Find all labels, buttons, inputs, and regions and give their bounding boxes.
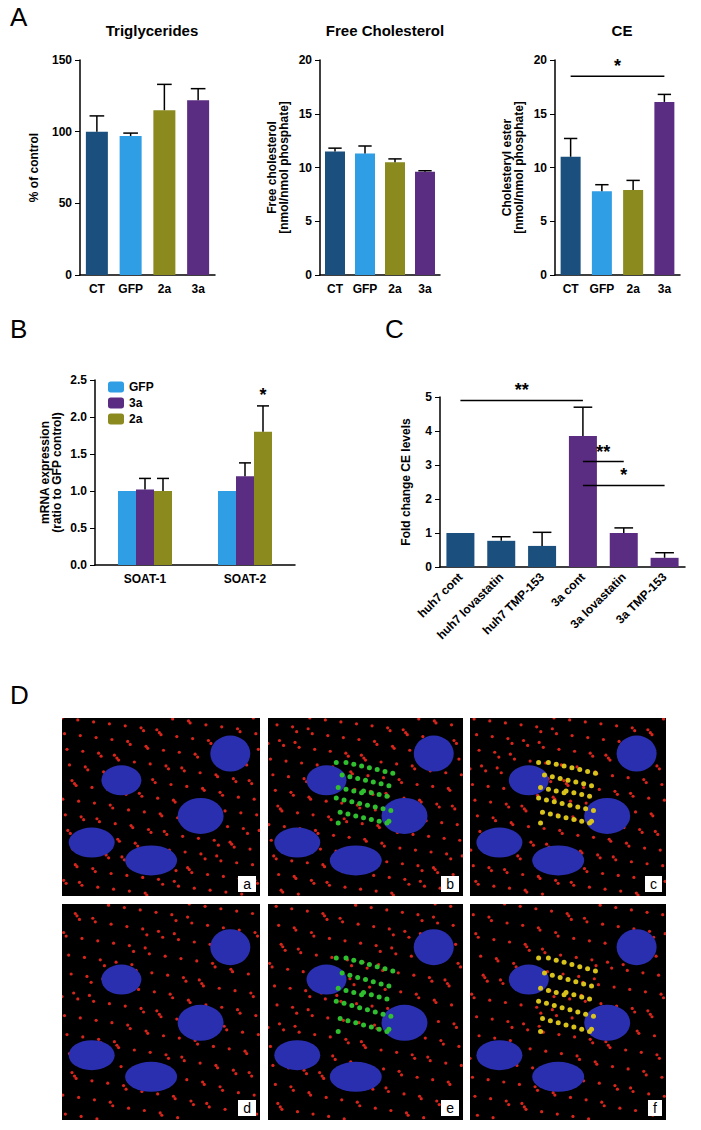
svg-text:3a: 3a [191, 282, 205, 296]
html-text:d: d [243, 1100, 251, 1116]
html-text:f: f [653, 1100, 657, 1116]
svg-text:A: A [10, 2, 28, 32]
svg-text:CT: CT [89, 282, 106, 296]
svg-text:*: * [259, 385, 266, 405]
svg-text:10: 10 [534, 161, 548, 175]
svg-text:B: B [10, 314, 27, 344]
svg-text:150: 150 [52, 53, 72, 67]
svg-text:*: * [614, 56, 621, 76]
svg-text:Free Cholesterol: Free Cholesterol [326, 22, 444, 39]
svg-text:3a: 3a [418, 282, 432, 296]
svg-text:0: 0 [425, 560, 432, 574]
svg-text:CE: CE [612, 22, 633, 39]
html-text:e: e [446, 1100, 454, 1116]
svg-text:100: 100 [52, 125, 72, 139]
svg-text:Cholesteryl ester: Cholesteryl ester [500, 118, 514, 217]
svg-text:3a: 3a [129, 396, 143, 410]
svg-text:GFP: GFP [129, 380, 154, 394]
svg-text:Free cholesterol: Free cholesterol [265, 121, 279, 214]
svg-text:Fold change CE levels: Fold change CE levels [399, 418, 413, 546]
svg-text:Triglycerides: Triglycerides [106, 22, 199, 39]
svg-text:3: 3 [425, 458, 432, 472]
svg-text:10: 10 [299, 161, 313, 175]
svg-text:1.5: 1.5 [70, 447, 87, 461]
svg-text:5: 5 [305, 214, 312, 228]
svg-text:SOAT-2: SOAT-2 [224, 572, 267, 586]
svg-text:(ratio to GFP control): (ratio to GFP control) [50, 412, 64, 532]
svg-text:C: C [385, 314, 404, 344]
svg-text:5: 5 [425, 390, 432, 404]
svg-text:0: 0 [305, 268, 312, 282]
svg-text:50: 50 [59, 196, 73, 210]
svg-text:5: 5 [540, 214, 547, 228]
svg-text:D: D [10, 680, 29, 710]
svg-text:[nmol/nmol phosphate]: [nmol/nmol phosphate] [277, 101, 291, 234]
svg-text:**: ** [515, 380, 529, 400]
svg-text:CT: CT [327, 282, 344, 296]
svg-text:3a cont: 3a cont [548, 570, 588, 610]
svg-text:*: * [620, 465, 627, 485]
svg-text:mRNA expression: mRNA expression [38, 421, 52, 524]
svg-text:0.5: 0.5 [70, 521, 87, 535]
svg-text:2.5: 2.5 [70, 373, 87, 387]
svg-text:2a: 2a [129, 412, 143, 426]
svg-text:0.0: 0.0 [70, 558, 87, 572]
svg-text:20: 20 [534, 53, 548, 67]
svg-text:2a: 2a [388, 282, 402, 296]
svg-text:SOAT-1: SOAT-1 [124, 572, 167, 586]
svg-text:15: 15 [534, 107, 548, 121]
svg-text:0: 0 [65, 268, 72, 282]
svg-text:**: ** [596, 442, 610, 462]
html-text:b: b [446, 876, 454, 892]
svg-text:3a TMP-153: 3a TMP-153 [613, 570, 670, 627]
svg-text:2.0: 2.0 [70, 410, 87, 424]
svg-text:1.0: 1.0 [70, 484, 87, 498]
svg-text:0: 0 [540, 268, 547, 282]
svg-text:huh7 lovastatin: huh7 lovastatin [434, 570, 507, 643]
svg-text:GFP: GFP [590, 282, 615, 296]
html-text:a: a [243, 876, 251, 892]
svg-text:2a: 2a [626, 282, 640, 296]
svg-text:GFP: GFP [118, 282, 143, 296]
svg-text:4: 4 [425, 424, 432, 438]
svg-text:2a: 2a [158, 282, 172, 296]
svg-text:% of control: % of control [27, 133, 41, 202]
svg-text:CT: CT [563, 282, 580, 296]
svg-text:[nmol/nmol phosphate]: [nmol/nmol phosphate] [512, 101, 526, 234]
svg-text:15: 15 [299, 107, 313, 121]
svg-text:huh7 cont: huh7 cont [415, 570, 466, 621]
svg-text:20: 20 [299, 53, 313, 67]
svg-text:3a: 3a [658, 282, 672, 296]
svg-text:2: 2 [425, 492, 432, 506]
svg-text:huh7 TMP-153: huh7 TMP-153 [480, 570, 548, 638]
html-text:c: c [650, 876, 657, 892]
svg-text:GFP: GFP [353, 282, 378, 296]
svg-text:3a lovastatin: 3a lovastatin [567, 570, 629, 632]
svg-text:1: 1 [425, 526, 432, 540]
